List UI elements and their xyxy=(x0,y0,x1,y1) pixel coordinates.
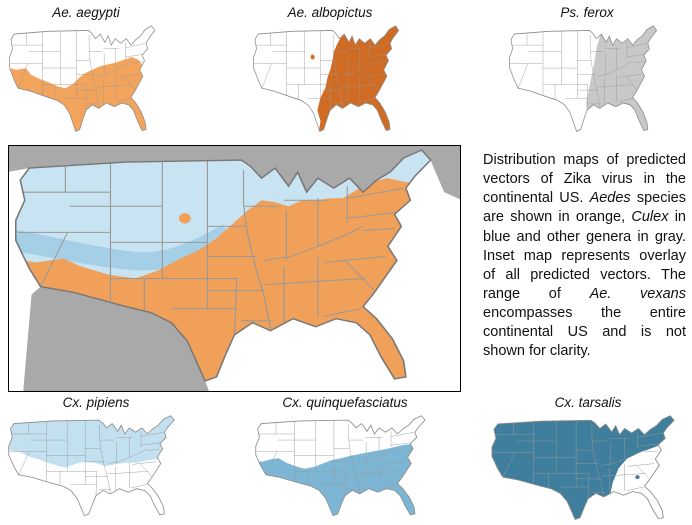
inset-overlay-map-box xyxy=(8,145,461,392)
map-panel-cx-pipiens: Cx. pipiens xyxy=(6,394,186,520)
map-title-cx-pipiens: Cx. pipiens xyxy=(62,395,130,410)
map-title-ae-albopictus: Ae. albopictus xyxy=(287,5,373,20)
caption-genus-aedes: Aedes xyxy=(589,190,631,207)
us-map-ae-albopictus xyxy=(252,25,400,132)
map-panel-cx-tarsalis: Cx. tarsalis xyxy=(489,394,687,524)
us-map-ps-ferox xyxy=(508,25,658,132)
overlay-albopictus-isolated-dot xyxy=(179,213,191,224)
caption-text-4: encompasses the entire continental US an… xyxy=(483,305,686,360)
map-title-ae-aegypti: Ae. aegypti xyxy=(52,5,120,20)
albopictus-isolated-record-dot xyxy=(310,54,315,60)
map-title-ps-ferox: Ps. ferox xyxy=(560,5,614,20)
caption-text-1: Distribution maps of predicted vectors o… xyxy=(483,152,686,207)
mexico-landmass xyxy=(23,286,209,391)
map-title-cx-quinquefasciatus: Cx. quinquefasciatus xyxy=(282,395,408,410)
map-panel-ae-aegypti: Ae. aegypti xyxy=(6,4,166,136)
caption-text-3: in blue and other genera in gray. Inset … xyxy=(483,209,686,302)
map-panel-cx-quinquefasciatus: Cx. quinquefasciatus xyxy=(252,394,438,520)
map-panel-ae-albopictus: Ae. albopictus xyxy=(250,4,410,136)
caption-genus-culex: Culex xyxy=(631,209,669,226)
us-map-cx-tarsalis xyxy=(491,415,675,520)
us-map-cx-pipiens xyxy=(8,415,175,517)
figure-caption: Distribution maps of predicted vectors o… xyxy=(483,151,686,361)
tarsalis-eastern-record-dot-1 xyxy=(635,475,640,480)
us-map-overlay-inset xyxy=(9,146,460,391)
caption-text-2: species are shown in orange, xyxy=(483,190,686,226)
us-map-cx-quinquefasciatus xyxy=(255,415,426,517)
us-map-ae-aegypti xyxy=(8,25,156,132)
map-panel-ps-ferox: Ps. ferox xyxy=(504,4,670,136)
overlay-culex-mid-blue-band xyxy=(15,224,233,271)
canada-landmass xyxy=(9,146,460,200)
caption-species-vexans: Ae. vexans xyxy=(589,285,686,302)
map-title-cx-tarsalis: Cx. tarsalis xyxy=(554,395,622,410)
